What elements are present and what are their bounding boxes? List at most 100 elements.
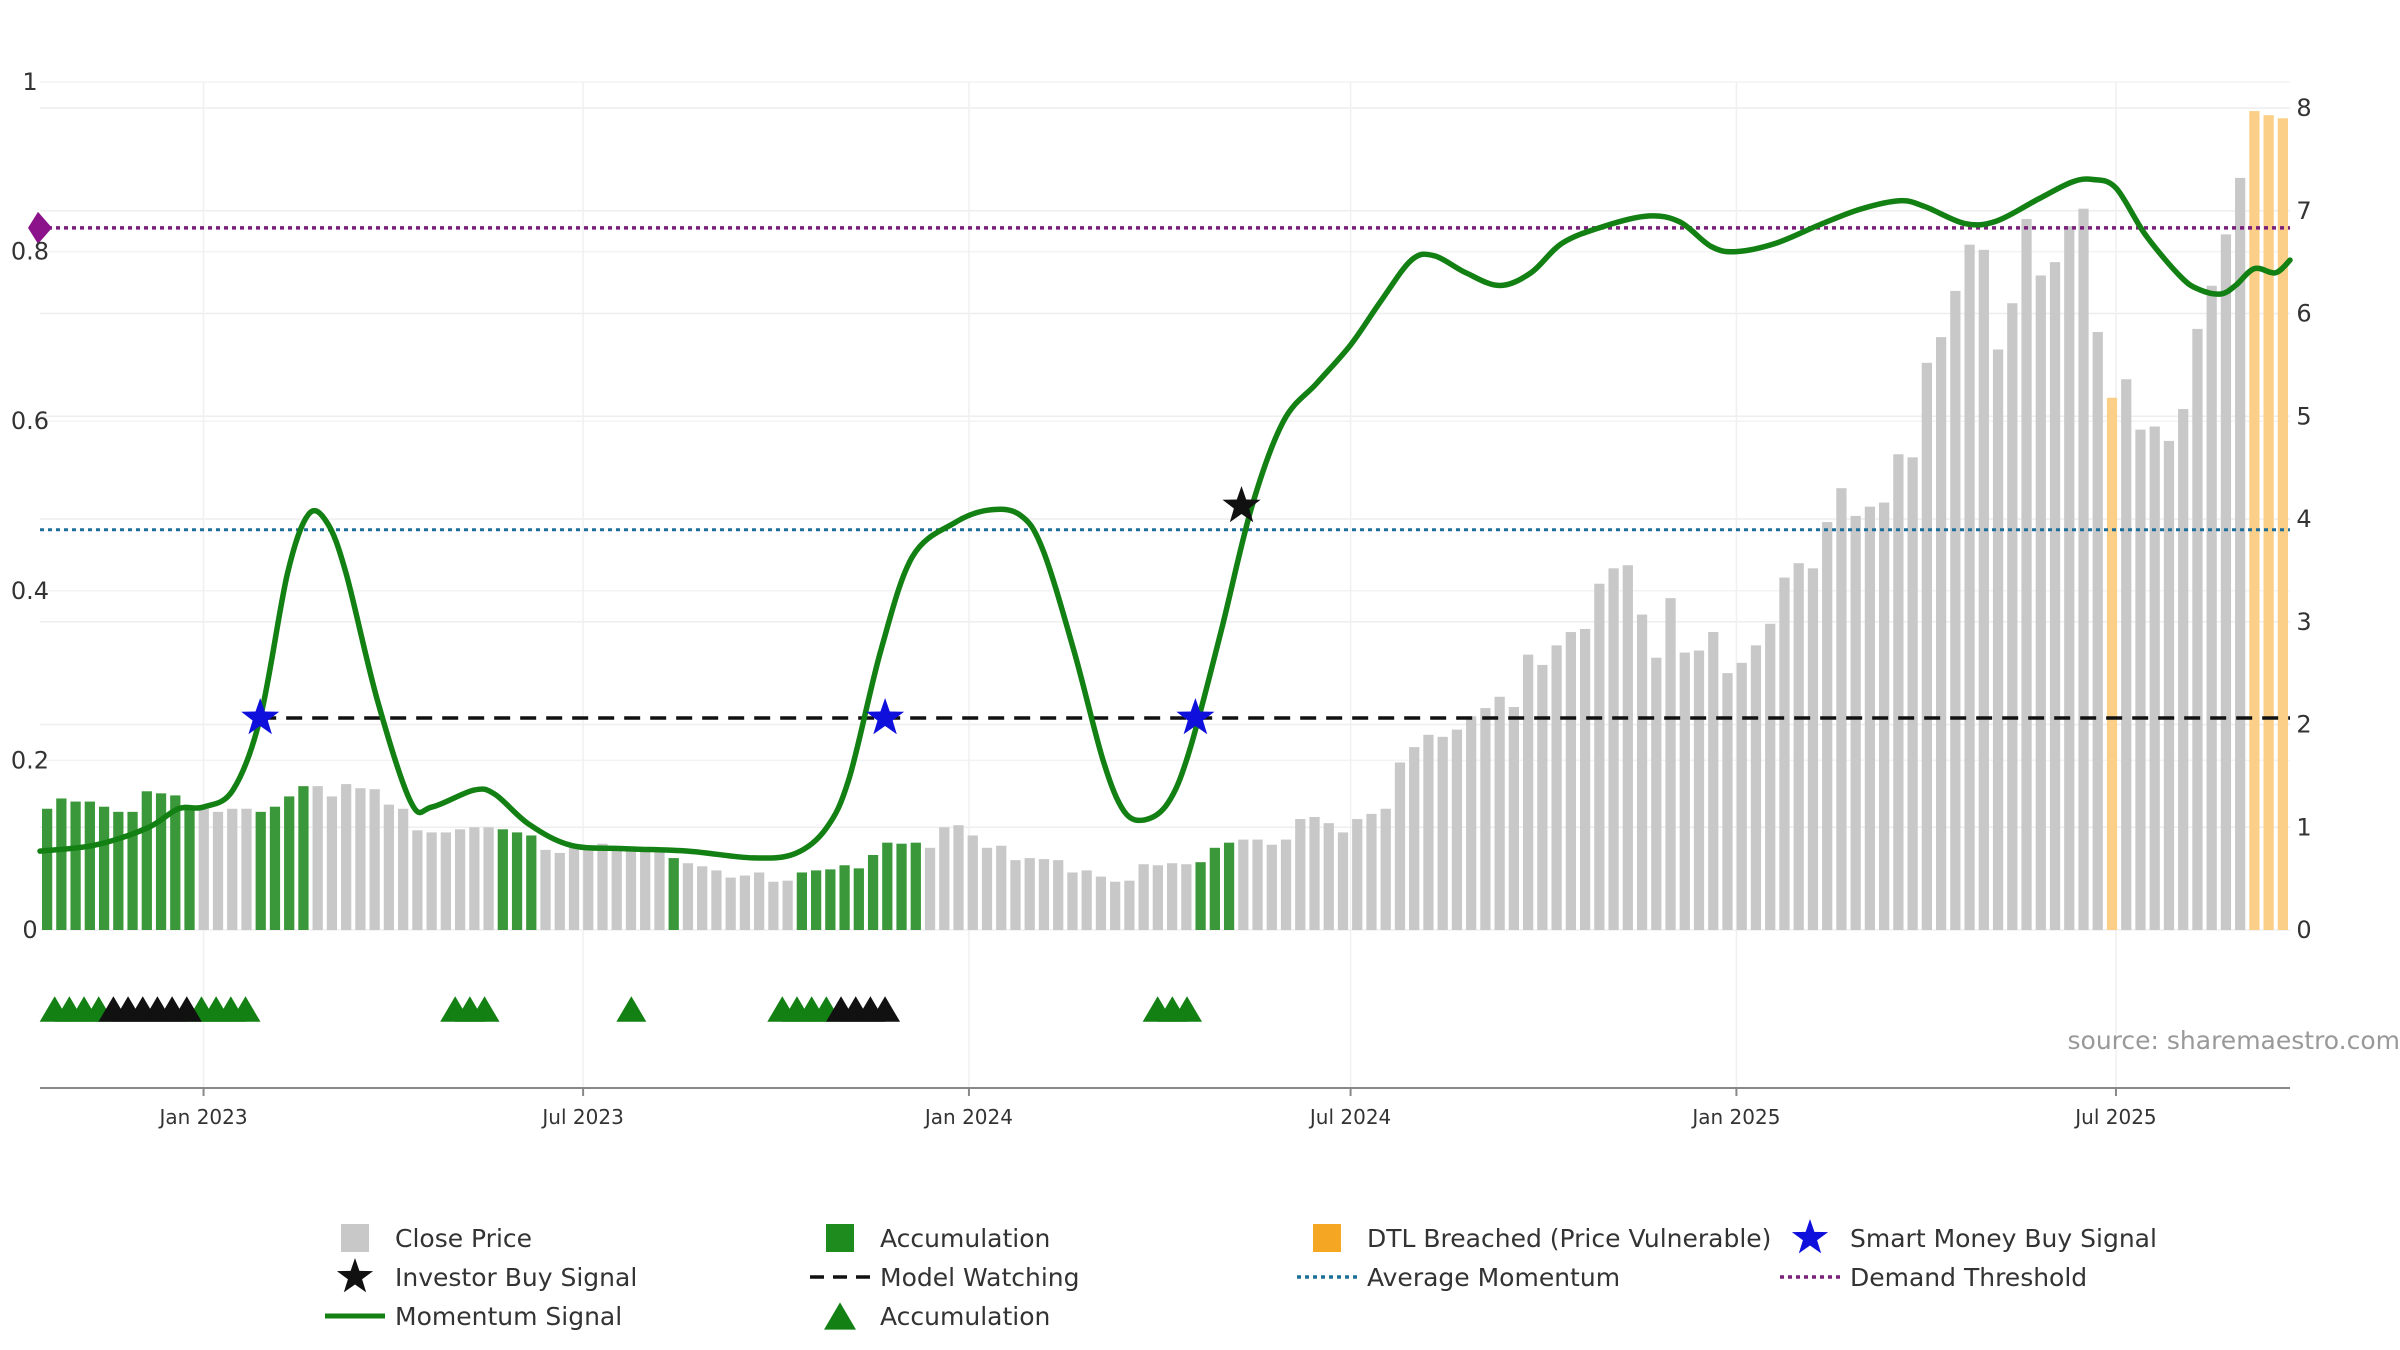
price-bar (1579, 628, 1591, 930)
demand-marker-icon (28, 211, 52, 244)
price-bar (1850, 515, 1861, 930)
legend-label: Average Momentum (1367, 1263, 1620, 1292)
price-bar (1010, 860, 1021, 930)
price-bar (141, 791, 152, 930)
price-bar (853, 868, 864, 930)
price-bar (511, 832, 523, 930)
price-bar (2206, 285, 2217, 930)
right-axis-tick-label: 6 (2296, 300, 2311, 328)
price-bar (1693, 650, 1705, 930)
price-bar (2220, 234, 2232, 930)
price-bar (56, 798, 67, 930)
price-bar (255, 811, 266, 930)
legend-star-icon (336, 1258, 374, 1293)
price-bar (1494, 696, 1505, 930)
price-bar (1565, 632, 1576, 930)
price-bar (1195, 862, 1206, 930)
price-bar (412, 830, 423, 930)
price-bar (1750, 645, 1762, 930)
price-bar (369, 789, 380, 930)
price-bar (1864, 506, 1876, 930)
momentum-signal-line (37, 176, 2293, 861)
price-bar (426, 832, 437, 930)
x-axis-tick-label: Jan 2024 (923, 1105, 1013, 1129)
price-bar (1978, 249, 1989, 931)
reference-lines (28, 211, 2290, 720)
price-bar (1409, 747, 1420, 930)
accumulation-triangle-icon (616, 996, 647, 1022)
price-bar (654, 847, 665, 930)
price-bar (1337, 832, 1349, 930)
price-bar (739, 875, 751, 930)
price-bar (1124, 880, 1135, 930)
price-bar (1380, 808, 1391, 930)
price-bar (284, 796, 295, 930)
price-bar (1765, 623, 1776, 930)
legend-star-icon (1791, 1219, 1829, 1254)
x-axis-tick-label: Jul 2023 (540, 1105, 623, 1129)
price-bar (84, 801, 95, 930)
price-bar (2007, 303, 2018, 931)
price-bar (1907, 457, 1918, 930)
price-bar (825, 869, 836, 930)
price-bar (711, 870, 722, 930)
price-bar (2178, 409, 2189, 930)
price-bar (1209, 847, 1220, 930)
price-bar (1608, 568, 1619, 930)
accumulation-triangle-icon (1172, 996, 1203, 1022)
price-bar (312, 786, 323, 930)
price-bar (996, 845, 1007, 930)
price-bar (1166, 863, 1178, 930)
price-bar (383, 804, 395, 930)
price-bar (839, 865, 850, 930)
price-bar (1636, 614, 1648, 930)
price-bar (1181, 864, 1192, 930)
investor-buy-signal-icon (1222, 486, 1261, 523)
price-bar (113, 811, 124, 930)
price-bar (454, 829, 466, 930)
price-bar (867, 854, 879, 930)
x-axis-tick-label: Jul 2024 (1308, 1105, 1391, 1129)
price-bar (1309, 816, 1320, 930)
legend-label: Model Watching (880, 1263, 1080, 1292)
left-axis-tick-label: 1 (22, 68, 37, 96)
price-bar (2263, 115, 2274, 930)
price-bar (1081, 870, 1092, 930)
price-bar (2149, 426, 2160, 930)
price-bar (170, 795, 181, 930)
price-bar (754, 872, 765, 930)
price-bar (725, 877, 736, 930)
momentum-signal-path (37, 176, 2293, 861)
accumulation-triangle-black-icon (870, 996, 901, 1022)
legend-label: Accumulation (880, 1224, 1050, 1253)
price-bar (782, 880, 793, 930)
price-bar (341, 784, 352, 930)
accumulation-triangle-icon (469, 996, 500, 1022)
price-bar (1480, 708, 1491, 930)
price-bar (1024, 858, 1035, 930)
price-bar (2235, 177, 2246, 930)
price-bar (2135, 429, 2146, 930)
price-bar (1252, 839, 1263, 930)
price-bar (70, 801, 81, 930)
price-bar (568, 847, 580, 930)
price-bar (298, 786, 309, 930)
price-bar (768, 881, 779, 930)
price-bar (2249, 111, 2260, 930)
legend-label: Close Price (395, 1224, 532, 1253)
price-bar (611, 847, 622, 930)
legend-swatch-icon (1313, 1224, 1341, 1252)
price-bar (2021, 218, 2032, 931)
price-bar (127, 811, 138, 930)
price-bar (1266, 844, 1277, 930)
price-bar (1323, 823, 1334, 930)
price-bar (1223, 842, 1235, 930)
legend-label: Smart Money Buy Signal (1850, 1224, 2157, 1253)
buy-signals (241, 486, 1261, 735)
legend-swatch-icon (341, 1224, 369, 1252)
price-bar (241, 808, 252, 930)
price-bar (1665, 598, 1676, 930)
left-axis-tick-label: 0.2 (11, 746, 49, 774)
price-bar (640, 851, 651, 930)
